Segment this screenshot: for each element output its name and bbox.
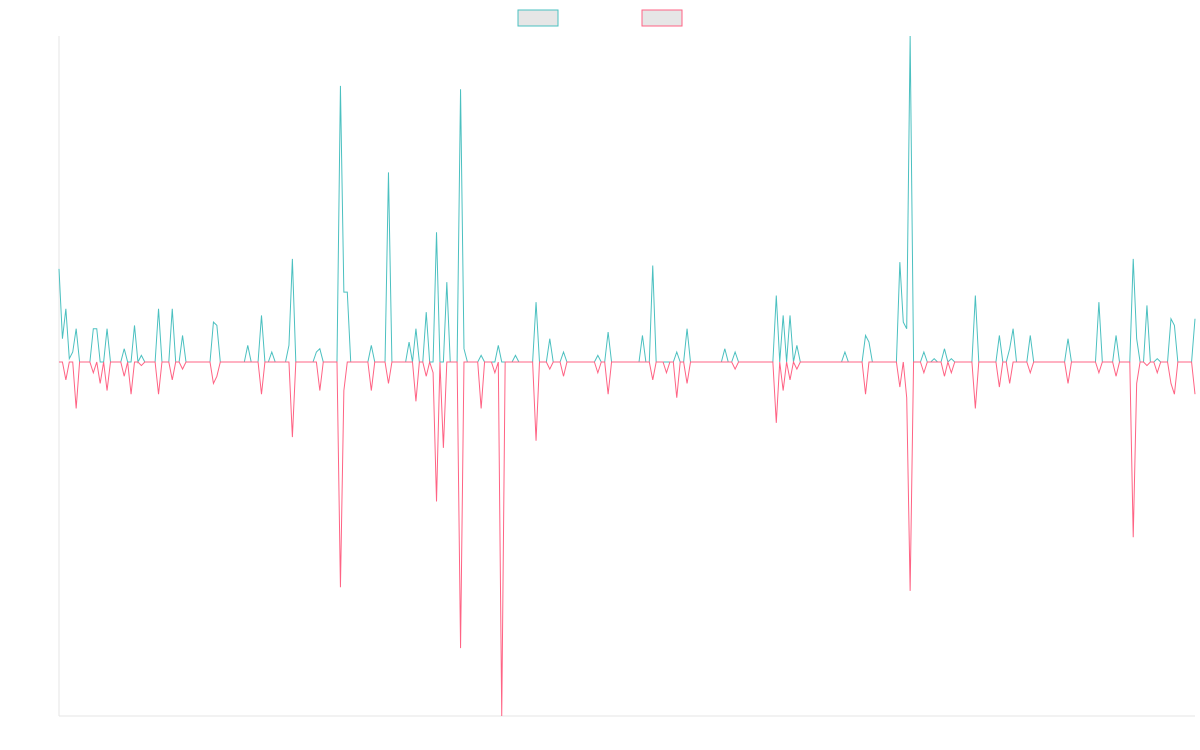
series-line-2	[59, 360, 1196, 717]
legend[interactable]	[517, 9, 683, 27]
legend-item-2[interactable]	[641, 9, 683, 27]
series-line-1	[58, 35, 1196, 364]
series-layer	[58, 35, 1196, 717]
legend-item-1[interactable]	[517, 9, 559, 27]
legend-swatch-1[interactable]	[517, 9, 559, 27]
legend-swatch-2[interactable]	[641, 9, 683, 27]
axes	[58, 36, 1195, 717]
